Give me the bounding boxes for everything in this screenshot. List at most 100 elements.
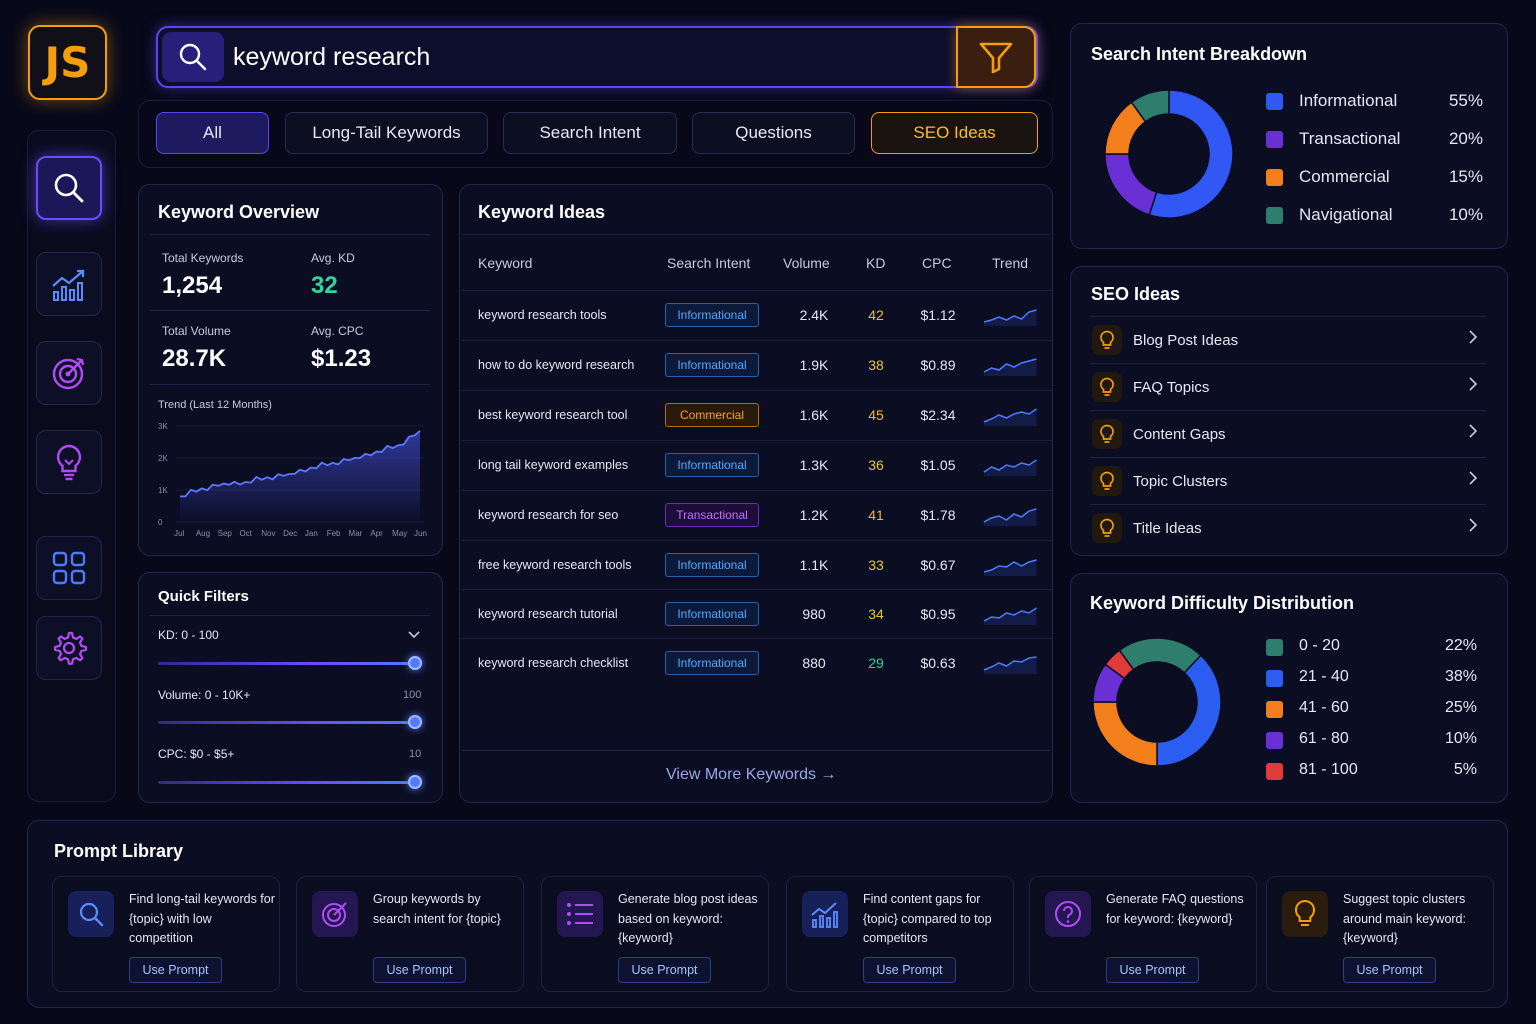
trend-xtick-label: Jul: [174, 529, 185, 538]
prompt-card[interactable]: Generate blog post ideas based on keywor…: [541, 876, 769, 992]
lightbulb-icon: [1092, 513, 1122, 543]
volume-cell: 1.6K: [799, 407, 829, 423]
quick-filters-panel: [138, 572, 443, 803]
use-prompt-button[interactable]: Use Prompt: [863, 957, 956, 983]
avg-kd-value: 32: [311, 272, 338, 299]
keyword-cell: how to do keyword research: [478, 358, 635, 372]
keyword-cell: keyword research tutorial: [478, 607, 618, 621]
nav-analytics-button[interactable]: [36, 252, 102, 316]
lightbulb-icon: [1092, 419, 1122, 449]
nav-grid-button[interactable]: [36, 536, 102, 600]
volume-cell: 980: [802, 606, 826, 622]
col-trend[interactable]: Trend: [992, 255, 1029, 271]
trend-sparkline: [983, 309, 1037, 326]
tab-search-intent[interactable]: Search Intent: [503, 112, 677, 154]
question-icon: [1045, 891, 1091, 937]
prompt-card[interactable]: Suggest topic clusters around main keywo…: [1266, 876, 1494, 992]
difficulty-donut-chart: [1092, 637, 1222, 767]
filter-button[interactable]: [956, 26, 1036, 88]
seo-idea-item[interactable]: Blog Post Ideas: [1090, 316, 1486, 362]
use-prompt-button[interactable]: Use Prompt: [618, 957, 711, 983]
table-row[interactable]: keyword research tutorial Informational 98…: [462, 589, 1052, 639]
prompt-card[interactable]: Group keywords by search intent for {top…: [296, 876, 524, 992]
seo-ideas-title: SEO Ideas: [1091, 284, 1181, 304]
search-input[interactable]: [233, 38, 933, 76]
seo-ideas-panel: [1070, 266, 1508, 556]
use-prompt-button[interactable]: Use Prompt: [129, 957, 222, 983]
seo-idea-item[interactable]: FAQ Topics: [1090, 363, 1486, 409]
sparkline-line: [983, 559, 1037, 573]
cpc-slider-handle[interactable]: [408, 775, 422, 789]
trend-sparkline: [983, 656, 1037, 674]
table-row[interactable]: keyword research for seo Transactional 1.2…: [462, 490, 1052, 540]
nav-ideas-button[interactable]: [36, 430, 102, 494]
kd-slider-handle[interactable]: [408, 656, 422, 670]
legend-value: 38%: [1444, 668, 1477, 685]
grid-icon: [52, 551, 86, 585]
app-logo[interactable]: JS: [28, 25, 107, 100]
trend-ytick-label: 3K: [158, 422, 168, 431]
volume-filter-value: 100: [403, 689, 422, 701]
keyword-ideas-panel: [459, 184, 1053, 803]
use-prompt-button[interactable]: Use Prompt: [373, 957, 466, 983]
cpc-cell: $2.34: [920, 407, 956, 423]
trend-chart: [176, 425, 424, 523]
trend-xtick-label: Sep: [217, 529, 232, 538]
table-row[interactable]: free keyword research tools Informational…: [462, 540, 1052, 590]
seo-idea-item[interactable]: Title Ideas: [1090, 504, 1486, 550]
nav-search-button[interactable]: [36, 156, 102, 220]
col-cpc[interactable]: CPC: [922, 255, 952, 271]
use-prompt-button[interactable]: Use Prompt: [1106, 957, 1199, 983]
legend-swatch: [1266, 207, 1283, 224]
target-icon: [52, 357, 85, 390]
sparkline-line: [983, 408, 1037, 423]
divider: [462, 750, 1050, 751]
view-more-keywords-link[interactable]: View More Keywords →: [666, 766, 837, 783]
col-keyword[interactable]: Keyword: [478, 255, 533, 271]
col-volume[interactable]: Volume: [783, 255, 830, 271]
keyword-cell: keyword research checklist: [478, 656, 629, 670]
legend-label: Transactional: [1299, 129, 1401, 148]
seo-idea-item[interactable]: Content Gaps: [1090, 410, 1486, 456]
legend-label: 21 - 40: [1299, 668, 1349, 685]
tab-all[interactable]: All: [156, 112, 269, 154]
legend-swatch: [1266, 763, 1283, 780]
difficulty-title: Keyword Difficulty Distribution: [1090, 593, 1355, 613]
volume-slider-handle[interactable]: [408, 715, 422, 729]
cpc-cell: $0.63: [920, 655, 956, 671]
chevron-right-icon: [1468, 518, 1478, 537]
tab-questions[interactable]: Questions: [692, 112, 855, 154]
intent-badge: Informational: [665, 651, 759, 675]
search-bar: [156, 26, 1038, 88]
table-row[interactable]: keyword research checklist Informational 8…: [462, 638, 1052, 688]
search-button[interactable]: [162, 32, 224, 82]
search-icon: [179, 43, 207, 71]
table-row[interactable]: how to do keyword research Informational 1…: [462, 340, 1052, 390]
prompt-card[interactable]: Find content gaps for {topic} compared t…: [786, 876, 1014, 992]
donut-slice: [1130, 89, 1170, 123]
kd-slider-track[interactable]: [158, 662, 416, 665]
volume-slider-track[interactable]: [158, 721, 416, 724]
trend-sparkline: [983, 408, 1037, 426]
table-row[interactable]: keyword research tools Informational 2.4K 4…: [462, 290, 1052, 340]
use-prompt-button[interactable]: Use Prompt: [1343, 957, 1436, 983]
col-search-intent[interactable]: Search Intent: [667, 255, 751, 271]
tabs-container: [138, 100, 1053, 168]
col-kd[interactable]: KD: [866, 255, 886, 271]
intent-badge: Informational: [665, 553, 759, 577]
tab-seo-ideas[interactable]: SEO Ideas: [871, 112, 1038, 154]
prompt-card[interactable]: Find long-tail keywords for {topic} with…: [52, 876, 280, 992]
table-row[interactable]: long tail keyword examples Informational 1…: [462, 440, 1052, 490]
seo-idea-item[interactable]: Topic Clusters: [1090, 457, 1486, 503]
analytics-icon: [52, 269, 85, 301]
chevron-down-icon[interactable]: [408, 631, 420, 639]
table-row[interactable]: best keyword research tool Commercial 1.6K…: [462, 390, 1052, 440]
nav-target-button[interactable]: [36, 341, 102, 405]
lightbulb-icon: [1092, 466, 1122, 496]
tab-long-tail[interactable]: Long-Tail Keywords: [285, 112, 488, 154]
cpc-slider-track[interactable]: [158, 781, 416, 784]
nav-settings-button[interactable]: [36, 616, 102, 680]
legend-label: 0 - 20: [1299, 637, 1340, 654]
sparkline-area: [984, 409, 1037, 426]
prompt-card[interactable]: Generate FAQ questions for keyword: {key…: [1029, 876, 1257, 992]
